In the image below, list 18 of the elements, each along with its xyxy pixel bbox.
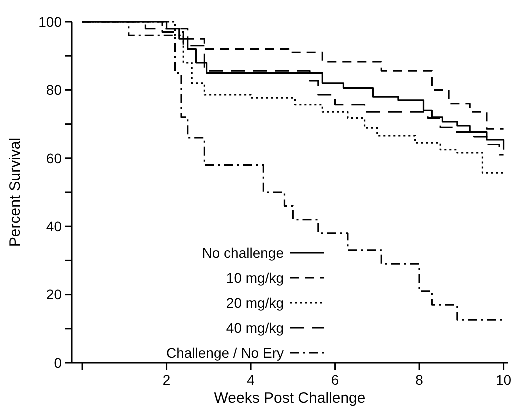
x-tick-label: 4 xyxy=(247,372,256,388)
legend-label: Challenge / No Ery xyxy=(166,344,284,361)
legend-label: No challenge xyxy=(202,244,284,261)
y-axis-title: Percent Survival xyxy=(7,138,24,248)
legend-label: 40 mg/kg xyxy=(226,320,284,336)
x-tick-label: 10 xyxy=(496,372,512,388)
y-tick-label: 0 xyxy=(54,354,62,371)
x-tick-label: 6 xyxy=(331,372,340,388)
legend-label: 20 mg/kg xyxy=(226,294,284,311)
x-tick-label: 8 xyxy=(416,372,424,388)
y-tick-label: 100 xyxy=(38,14,62,30)
legend-label: 10 mg/kg xyxy=(226,270,284,286)
y-tick-label: 20 xyxy=(46,286,62,303)
y-tick-label: 40 xyxy=(46,218,62,234)
x-axis-title: Weeks Post Challenge xyxy=(214,390,366,407)
y-tick-label: 60 xyxy=(46,150,62,166)
y-tick-label: 80 xyxy=(46,82,62,98)
x-tick-label: 2 xyxy=(162,372,171,388)
